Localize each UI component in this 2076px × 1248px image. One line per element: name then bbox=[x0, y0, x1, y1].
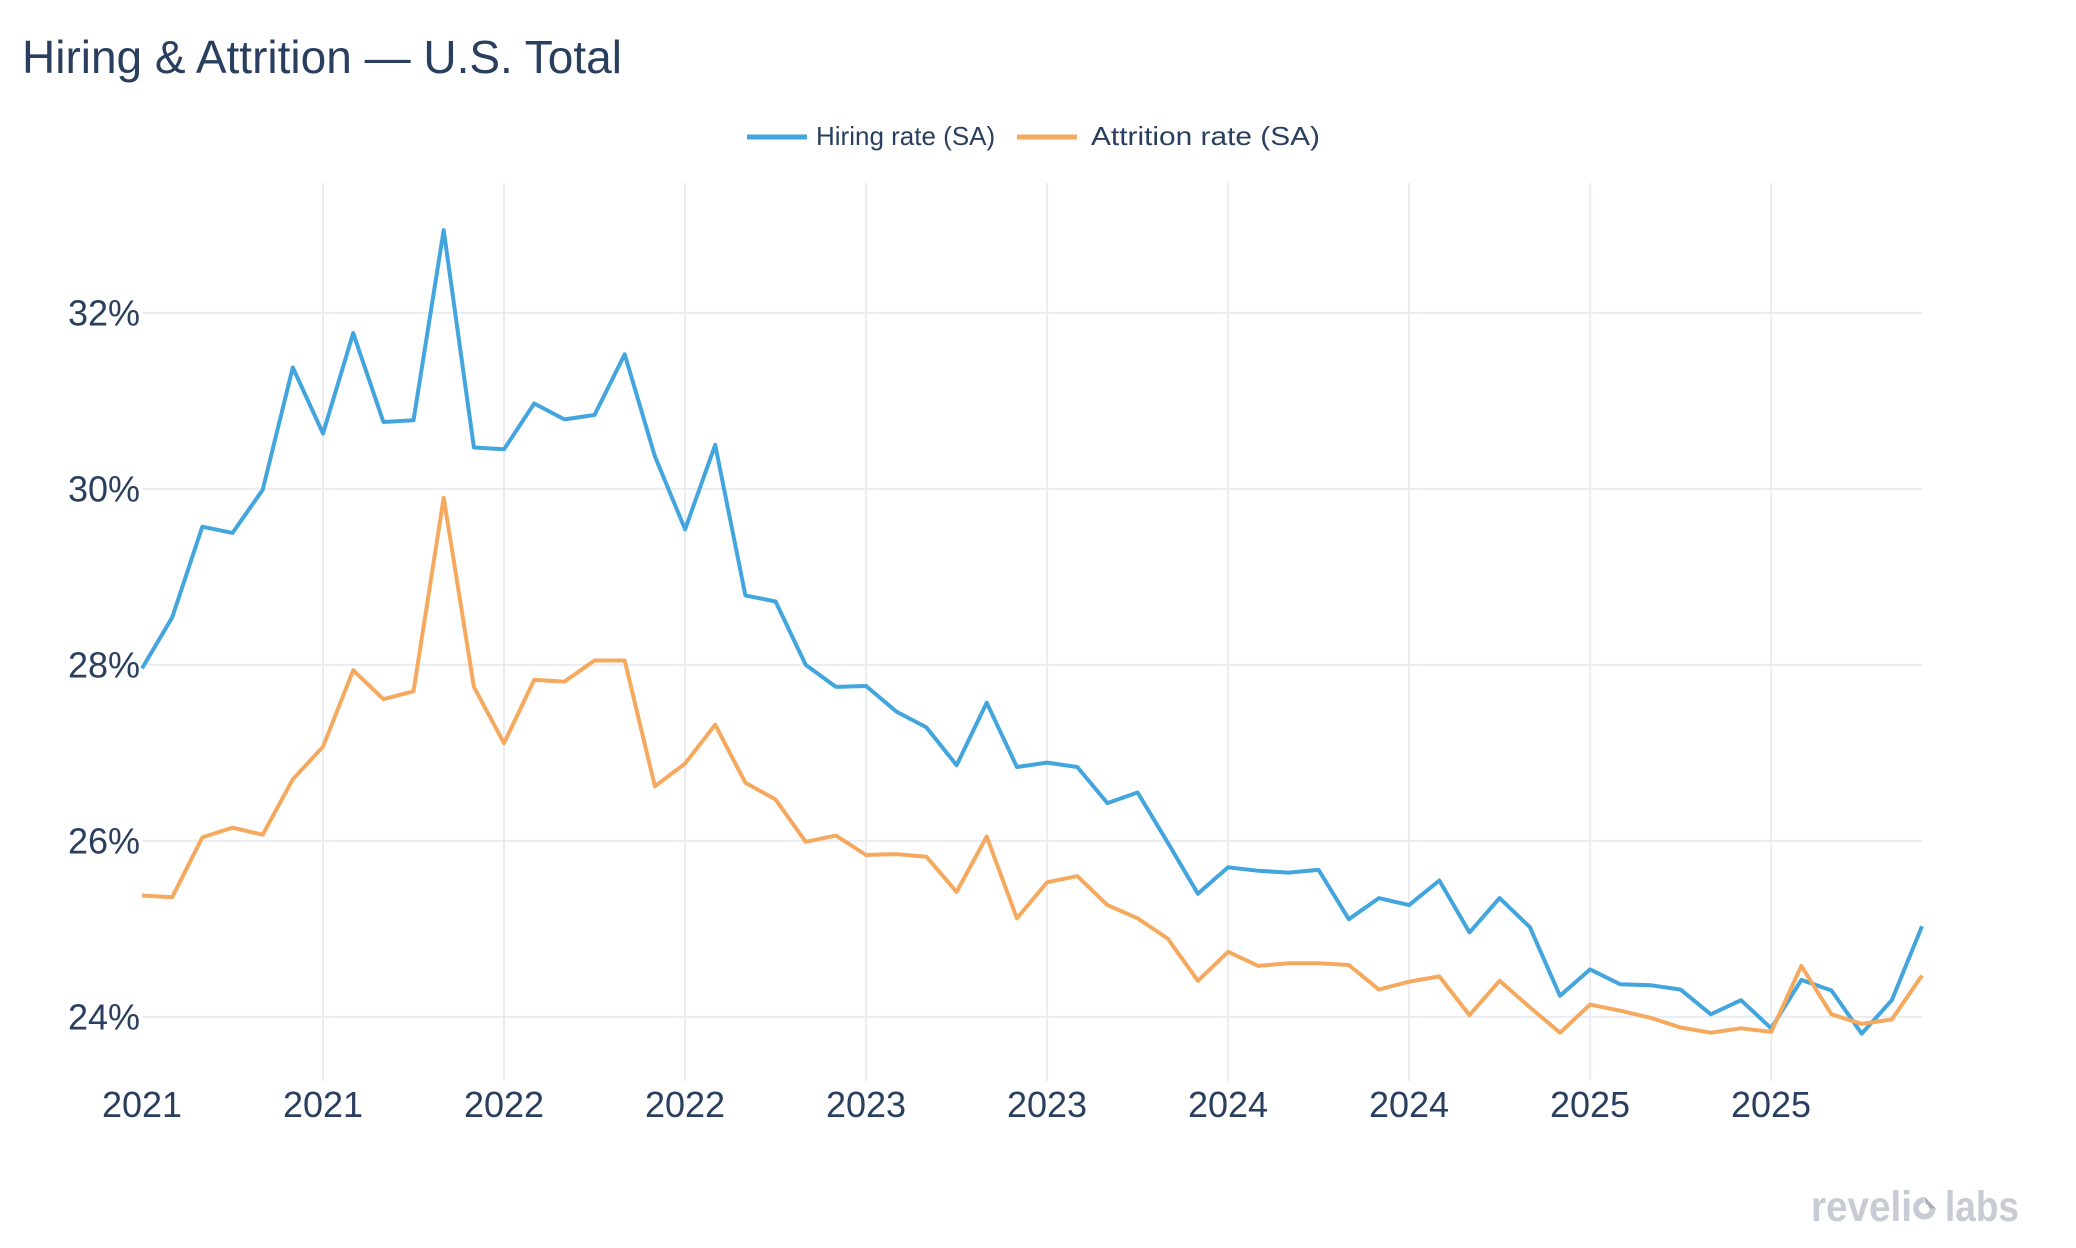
svg-text:2022: 2022 bbox=[464, 1084, 544, 1125]
svg-text:26%: 26% bbox=[68, 821, 140, 862]
svg-text:2021: 2021 bbox=[102, 1084, 182, 1125]
svg-text:Attrition rate (SA): Attrition rate (SA) bbox=[1091, 121, 1320, 151]
svg-text:30%: 30% bbox=[68, 469, 140, 510]
svg-text:2022: 2022 bbox=[645, 1084, 725, 1125]
svg-text:2023: 2023 bbox=[826, 1084, 906, 1125]
svg-text:2021: 2021 bbox=[283, 1084, 363, 1125]
svg-text:labs: labs bbox=[1945, 1183, 2019, 1231]
svg-text:2023: 2023 bbox=[1007, 1084, 1087, 1125]
svg-text:32%: 32% bbox=[68, 293, 140, 334]
svg-text:28%: 28% bbox=[68, 645, 140, 686]
svg-text:2024: 2024 bbox=[1188, 1084, 1268, 1125]
svg-text:2024: 2024 bbox=[1369, 1084, 1449, 1125]
svg-text:24%: 24% bbox=[68, 997, 140, 1038]
svg-text:2025: 2025 bbox=[1550, 1084, 1630, 1125]
svg-text:Hiring & Attrition — U.S. Tota: Hiring & Attrition — U.S. Total bbox=[22, 31, 622, 83]
svg-text:2025: 2025 bbox=[1731, 1084, 1811, 1125]
svg-text:reveli: reveli bbox=[1811, 1183, 1912, 1231]
svg-text:Hiring rate (SA): Hiring rate (SA) bbox=[816, 121, 995, 151]
